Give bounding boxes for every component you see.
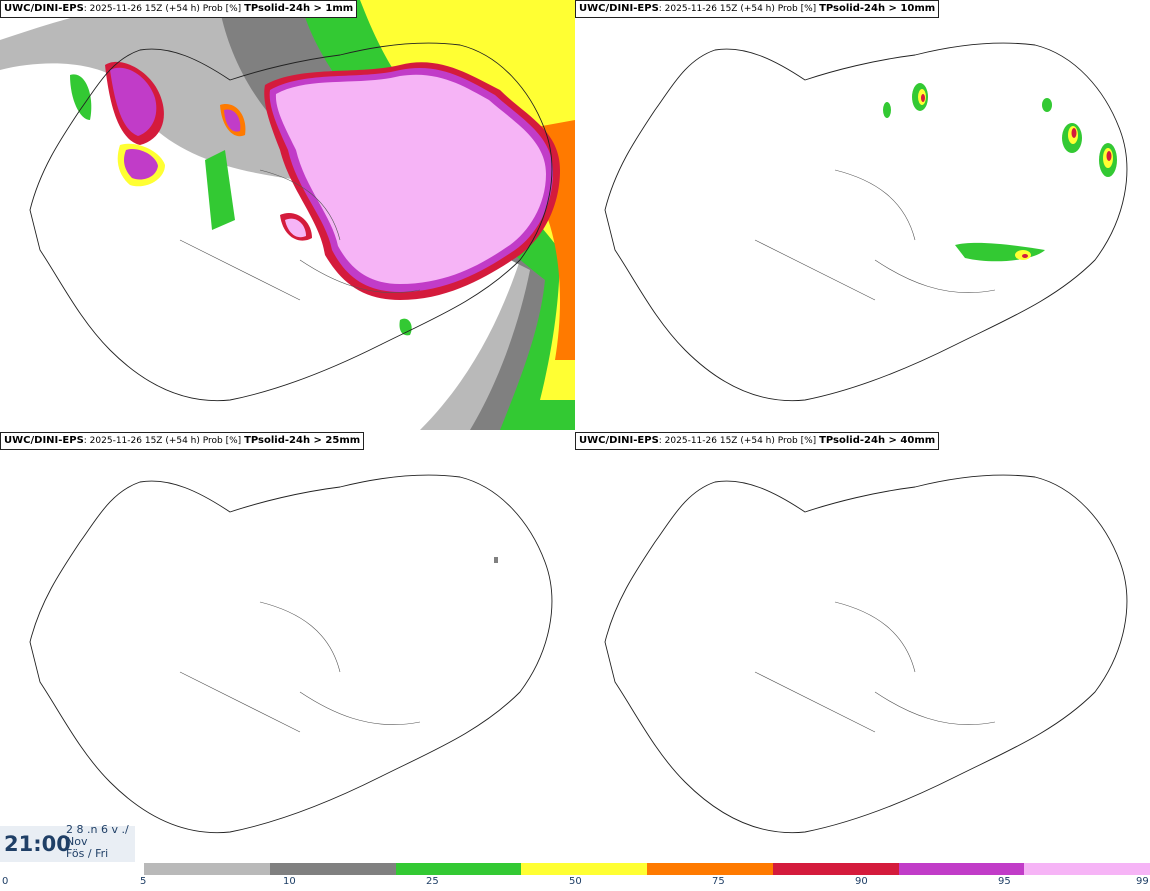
probability-map [0,0,575,430]
valid-time: 21:00 [4,832,71,856]
probability-map [604,474,1128,834]
map-panel-1mm: UWC/DINI-EPS: 2025-11-26 15Z (+54 h) Pro… [0,0,575,430]
legend-tick-label: 90 [855,876,868,887]
legend-tick-label: 5 [140,876,147,887]
legend-tick-label: 75 [712,876,725,887]
color-legend [144,863,1150,875]
legend-swatch [898,863,1025,875]
valid-date: 2 8 .n 6 v ./ Nov Fös / Fri [66,823,129,860]
probability-map [604,42,1128,402]
legend-swatch [395,863,522,875]
legend-tick-label: 10 [283,876,296,887]
legend-tick-label: 99 [1136,876,1149,887]
legend-tick-label: 25 [426,876,439,887]
legend-tick-label: 50 [569,876,582,887]
probability-map [29,474,553,834]
legend-tick-label: 0 [2,876,9,887]
legend-swatch [144,863,270,875]
panel-title: UWC/DINI-EPS: 2025-11-26 15Z (+54 h) Pro… [575,0,940,18]
map-panel-25mm: UWC/DINI-EPS: 2025-11-26 15Z (+54 h) Pro… [0,432,575,862]
legend-swatch [772,863,899,875]
valid-time-box: 21:00 2 8 .n 6 v ./ Nov Fös / Fri [0,823,135,862]
legend-swatch [521,863,647,875]
legend-swatch [1024,863,1150,875]
legend-swatch [647,863,773,875]
panel-title: UWC/DINI-EPS: 2025-11-26 15Z (+54 h) Pro… [575,432,940,450]
legend-tick-label: 95 [998,876,1011,887]
map-panel-10mm: UWC/DINI-EPS: 2025-11-26 15Z (+54 h) Pro… [575,0,1150,430]
panel-title: UWC/DINI-EPS: 2025-11-26 15Z (+54 h) Pro… [0,0,358,18]
panel-title: UWC/DINI-EPS: 2025-11-26 15Z (+54 h) Pro… [0,432,365,450]
legend-swatch [269,863,396,875]
map-panel-40mm: UWC/DINI-EPS: 2025-11-26 15Z (+54 h) Pro… [575,432,1150,862]
